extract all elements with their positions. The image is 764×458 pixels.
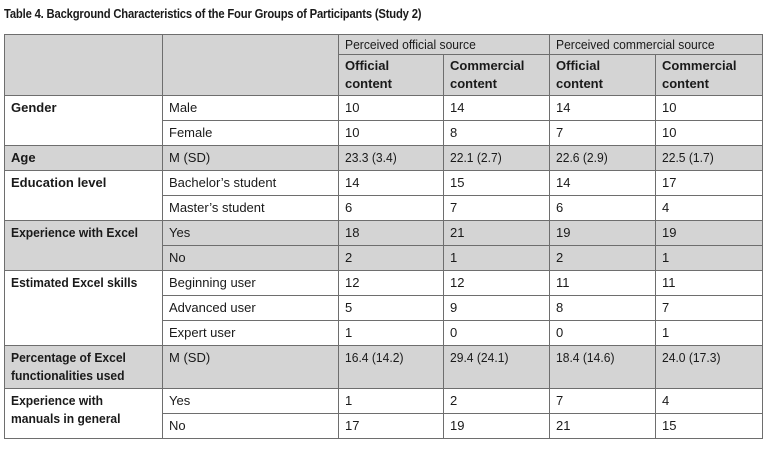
table-cell: 4	[655, 195, 764, 221]
table-cell: 12	[338, 270, 444, 296]
header-corner	[162, 34, 339, 55]
table-row: Percentage of Excel functionalities used …	[4, 345, 764, 389]
row-label-excel-experience: Experience with Excel	[4, 220, 163, 271]
header-group-commercial-source: Perceived commercial source	[549, 34, 764, 55]
header-corner	[162, 54, 339, 96]
header-official-content: Official content	[549, 54, 657, 96]
row-sublabel: Yes	[162, 388, 339, 414]
row-label-gender: Gender	[4, 95, 163, 146]
header-row-content: Official content Commercial content Offi…	[4, 54, 764, 96]
table-cell: 0	[549, 320, 657, 346]
table-cell: 19	[655, 220, 764, 246]
table-cell: 14	[338, 170, 444, 196]
row-sublabel: Male	[162, 95, 339, 121]
table-cell: 18.4 (14.6)	[549, 345, 657, 389]
table-cell: 1	[338, 320, 444, 346]
table-cell: 0	[442, 320, 551, 346]
table-cell: 23.3 (3.4)	[338, 145, 444, 171]
row-sublabel: Advanced user	[162, 295, 339, 321]
table-row: Age M (SD) 23.3 (3.4) 22.1 (2.7) 22.6 (2…	[4, 145, 764, 171]
table-cell: 14	[442, 95, 551, 121]
background-characteristics-table: Perceived official source Perceived comm…	[4, 34, 764, 439]
table-cell: 21	[549, 413, 657, 439]
header-row-groups: Perceived official source Perceived comm…	[4, 34, 764, 55]
table-row: Estimated Excel skills Beginning user 12…	[4, 270, 764, 346]
table-cell: 1	[442, 245, 551, 271]
table-cell: 8	[442, 120, 551, 146]
table-cell: 15	[655, 413, 764, 439]
row-label-age: Age	[4, 145, 163, 171]
table-cell: 17	[338, 413, 444, 439]
table-cell: 10	[655, 120, 764, 146]
table-cell: 10	[338, 95, 444, 121]
row-sublabel: Expert user	[162, 320, 339, 346]
table-cell: 10	[338, 120, 444, 146]
table-cell: 6	[549, 195, 657, 221]
table-cell: 14	[549, 95, 657, 121]
table-cell: 7	[655, 295, 764, 321]
table-cell: 14	[549, 170, 657, 196]
table-cell: 11	[549, 270, 657, 296]
table-cell: 8	[549, 295, 657, 321]
table-cell: 29.4 (24.1)	[442, 345, 551, 389]
table-cell: 17	[655, 170, 764, 196]
table-cell: 19	[549, 220, 657, 246]
header-commercial-content: Commercial content	[442, 54, 551, 96]
table-cell: 7	[549, 120, 657, 146]
row-sublabel: No	[162, 245, 339, 271]
table-cell: 22.5 (1.7)	[655, 145, 764, 171]
row-sublabel: No	[162, 413, 339, 439]
row-sublabel: Bachelor’s student	[162, 170, 339, 196]
table-row: Gender Male 10 14 14 10	[4, 95, 764, 146]
row-sublabel: Master’s student	[162, 195, 339, 221]
table-cell: 1	[338, 388, 444, 414]
header-corner	[4, 54, 163, 96]
table-cell: 16.4 (14.2)	[338, 345, 444, 389]
table-cell: 21	[442, 220, 551, 246]
row-label-excel-skills: Estimated Excel skills	[4, 270, 163, 346]
row-sublabel: M (SD)	[162, 145, 339, 171]
table-row: Experience with Excel Yes 18 21 19 19	[4, 220, 764, 271]
header-official-content: Official content	[338, 54, 444, 96]
table-cell: 11	[655, 270, 764, 296]
table-cell: 4	[655, 388, 764, 414]
table-cell: 2	[549, 245, 657, 271]
table-cell: 7	[549, 388, 657, 414]
table-cell: 7	[442, 195, 551, 221]
table-cell: 22.1 (2.7)	[442, 145, 551, 171]
row-sublabel: Yes	[162, 220, 339, 246]
table-cell: 24.0 (17.3)	[655, 345, 764, 389]
header-corner	[4, 34, 163, 55]
table-cell: 12	[442, 270, 551, 296]
row-label-functionalities: Percentage of Excel functionalities used	[4, 345, 163, 389]
table-row: Experience with manuals in general Yes 1 …	[4, 388, 764, 439]
row-sublabel: Beginning user	[162, 270, 339, 296]
row-sublabel: Female	[162, 120, 339, 146]
table-cell: 1	[655, 245, 764, 271]
table-cell: 19	[442, 413, 551, 439]
table-cell: 22.6 (2.9)	[549, 145, 657, 171]
header-group-official-source: Perceived official source	[337, 34, 551, 55]
table-cell: 9	[442, 295, 551, 321]
table-row: No 17 19 21 15	[5, 413, 764, 439]
table-cell: 10	[655, 95, 764, 121]
table-cell: 6	[338, 195, 444, 221]
table-row: Education level Bachelor’s student 14 15…	[4, 170, 764, 221]
table-row: No 2 1 2 1	[5, 245, 764, 271]
table-cell: 2	[442, 388, 551, 414]
table-cell: 1	[655, 320, 764, 346]
header-commercial-content: Commercial content	[655, 54, 764, 96]
table-cell: 15	[442, 170, 551, 196]
table-cell: 2	[338, 245, 444, 271]
row-label-education: Education level	[4, 170, 163, 221]
row-sublabel: M (SD)	[162, 345, 339, 389]
table-cell: 18	[338, 220, 444, 246]
table-cell: 5	[338, 295, 444, 321]
row-label-manuals: Experience with manuals in general	[4, 388, 163, 439]
table-caption: Table 4. Background Characteristics of t…	[4, 7, 422, 21]
